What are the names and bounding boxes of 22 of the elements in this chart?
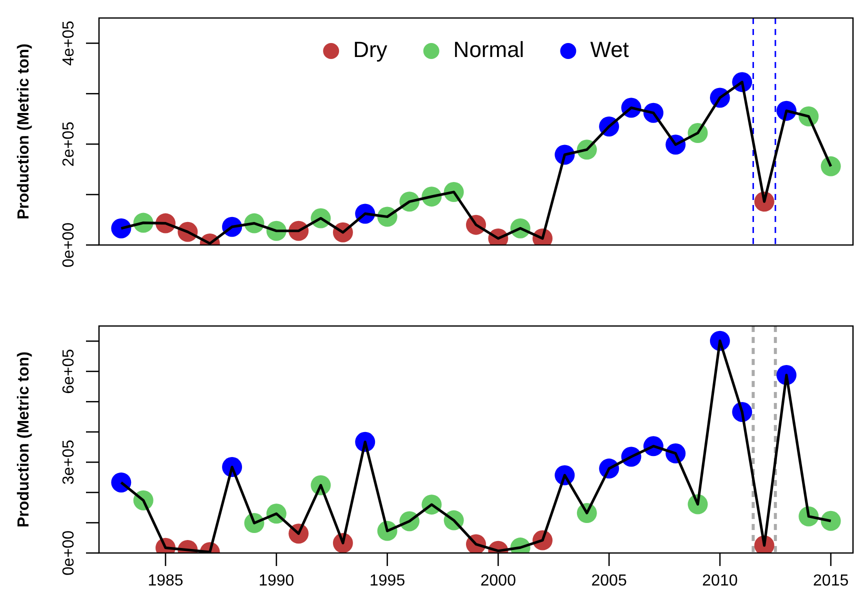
- x-tick-label: 2015: [813, 572, 849, 590]
- point: [111, 472, 132, 492]
- x-tick-label: 2010: [702, 572, 738, 590]
- x-tick-label: 1995: [369, 572, 406, 590]
- legend-label: Wet: [590, 37, 629, 62]
- point: [820, 156, 841, 176]
- y-tick-label: 0e+00: [60, 530, 78, 576]
- x-tick-label: 2000: [480, 572, 516, 590]
- y-tick-label: 2e+05: [60, 122, 78, 167]
- y-axis-title: Production (Metric ton): [15, 44, 32, 220]
- y-tick-label: 6e+05: [60, 348, 78, 394]
- y-tick-label: 4e+05: [60, 20, 78, 66]
- point: [820, 510, 841, 531]
- x-tick-label: 2005: [591, 572, 627, 590]
- x-tick-label: 1990: [258, 572, 294, 590]
- y-tick-label: 0e+00: [60, 222, 78, 268]
- legend-label: Normal: [453, 37, 524, 62]
- x-tick-label: 1985: [148, 572, 184, 590]
- point: [111, 218, 132, 238]
- y-axis-title: Production (Metric ton): [15, 352, 32, 528]
- legend-label: Dry: [353, 37, 388, 62]
- y-tick-label: 3e+05: [60, 440, 78, 485]
